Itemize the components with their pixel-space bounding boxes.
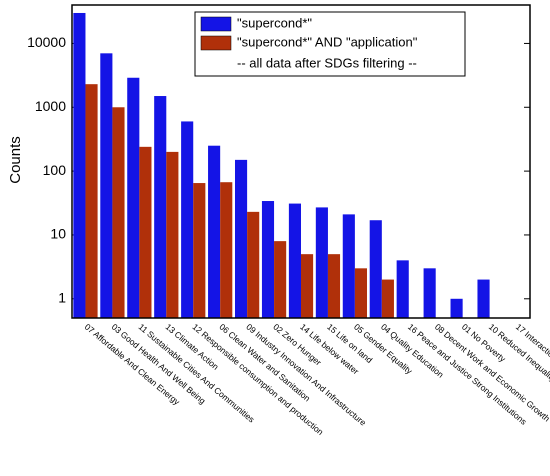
bar [247,211,260,318]
plot-frame [71,4,531,319]
y-tick-label: 1000 [35,98,66,114]
bar [369,220,382,318]
bar [423,268,436,318]
bar [327,254,341,318]
annotation: -- all data after SDGs filtering -- [237,55,417,70]
legend-swatch [200,35,232,51]
bar [181,121,194,318]
bar [112,107,125,318]
bar [381,279,394,318]
y-tick-label: 1 [58,289,66,305]
bar [208,145,221,318]
bar [274,241,287,318]
y-axis-label: Counts [7,136,24,184]
bar [100,53,113,319]
bar [220,182,233,318]
legend-box [194,11,466,77]
legend-swatch [200,16,232,32]
bar [342,214,355,318]
bar [193,183,206,318]
bar [127,77,140,319]
y-tick-label: 100 [43,162,67,178]
bar [301,254,314,318]
bar [166,151,179,318]
bar [477,279,490,318]
bar [450,298,463,318]
bar [261,201,275,318]
bar [139,146,152,318]
y-tick-label: 10 [50,226,66,242]
bar [288,203,301,318]
legend-label: "supercond*" [237,15,312,30]
bar [73,12,86,319]
bar [154,96,167,318]
bar [396,260,409,318]
bar [234,159,248,318]
bar [354,268,368,318]
bar [85,84,98,319]
y-tick-label: 10000 [27,34,66,50]
legend-label: "supercond*" AND "application" [237,34,418,49]
bar [315,207,328,318]
